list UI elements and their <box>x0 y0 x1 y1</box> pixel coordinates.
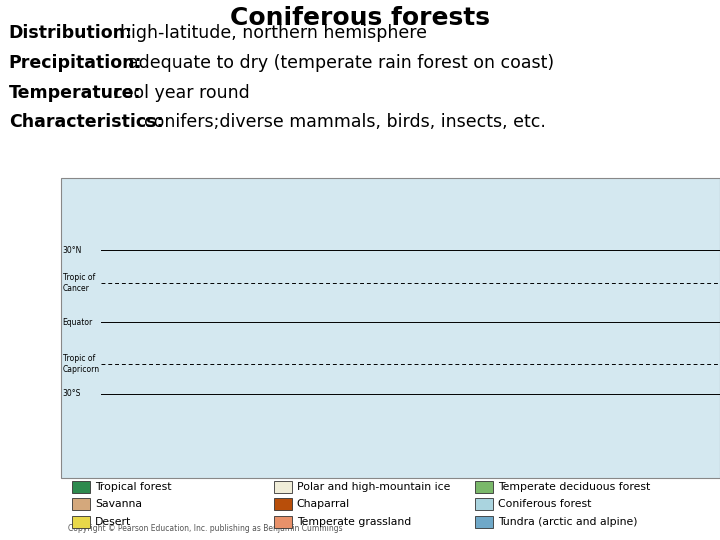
FancyBboxPatch shape <box>72 498 90 510</box>
Text: Chaparral: Chaparral <box>297 500 350 509</box>
FancyBboxPatch shape <box>475 481 493 493</box>
FancyBboxPatch shape <box>274 498 292 510</box>
FancyBboxPatch shape <box>72 516 90 528</box>
FancyBboxPatch shape <box>61 178 720 478</box>
FancyBboxPatch shape <box>475 516 493 528</box>
Text: Temperature:: Temperature: <box>9 84 141 102</box>
FancyBboxPatch shape <box>274 516 292 528</box>
Text: Tundra (arctic and alpine): Tundra (arctic and alpine) <box>498 517 638 526</box>
Text: Coniferous forest: Coniferous forest <box>498 500 592 509</box>
Text: Characteristics:: Characteristics: <box>9 113 163 131</box>
Text: Coniferous forests: Coniferous forests <box>230 6 490 30</box>
FancyBboxPatch shape <box>274 481 292 493</box>
Text: Desert: Desert <box>95 517 131 526</box>
Text: Tropical forest: Tropical forest <box>95 482 171 492</box>
Text: Precipitation:: Precipitation: <box>9 54 143 72</box>
Text: Distribution:: Distribution: <box>9 24 132 42</box>
Text: conifers;diverse mammals, birds, insects, etc.: conifers;diverse mammals, birds, insects… <box>132 113 546 131</box>
Text: Equator: Equator <box>63 318 93 327</box>
Text: Temperate deciduous forest: Temperate deciduous forest <box>498 482 650 492</box>
Text: Tropic of
Cancer: Tropic of Cancer <box>63 273 95 293</box>
FancyBboxPatch shape <box>72 481 90 493</box>
Text: 30°S: 30°S <box>63 389 81 399</box>
Text: 30°N: 30°N <box>63 246 82 255</box>
Text: cool year round: cool year round <box>102 84 249 102</box>
Text: high-latitude, northern hemisphere: high-latitude, northern hemisphere <box>109 24 428 42</box>
FancyBboxPatch shape <box>475 498 493 510</box>
Text: Copyright © Pearson Education, Inc. publishing as Benjamin Cummings: Copyright © Pearson Education, Inc. publ… <box>68 524 343 533</box>
Text: Savanna: Savanna <box>95 500 142 509</box>
Text: Tropic of
Capricorn: Tropic of Capricorn <box>63 354 100 374</box>
Text: adequate to dry (temperate rain forest on coast): adequate to dry (temperate rain forest o… <box>117 54 554 72</box>
Text: Temperate grassland: Temperate grassland <box>297 517 411 526</box>
Text: Polar and high-mountain ice: Polar and high-mountain ice <box>297 482 450 492</box>
